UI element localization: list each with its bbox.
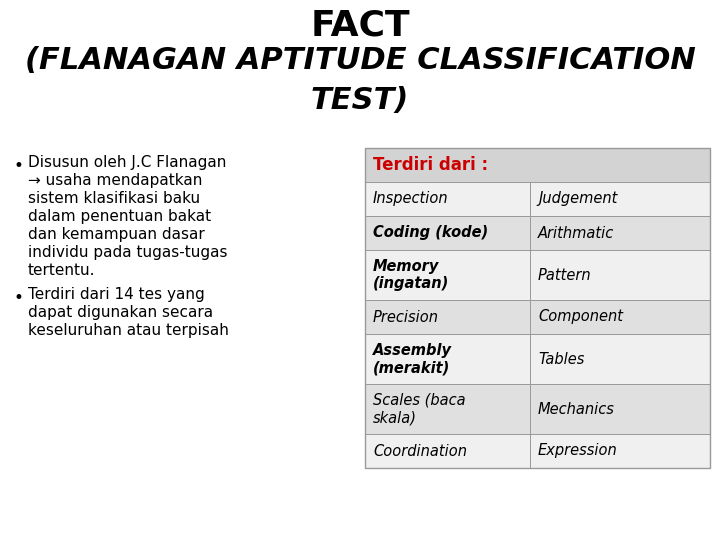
Text: dalam penentuan bakat: dalam penentuan bakat bbox=[28, 209, 211, 224]
Text: dapat digunakan secara: dapat digunakan secara bbox=[28, 305, 213, 320]
Text: Component: Component bbox=[538, 309, 623, 325]
FancyBboxPatch shape bbox=[365, 300, 710, 334]
Text: Assembly
(merakit): Assembly (merakit) bbox=[373, 343, 452, 375]
Text: → usaha mendapatkan: → usaha mendapatkan bbox=[28, 173, 202, 188]
Text: Inspection: Inspection bbox=[373, 192, 449, 206]
Text: Arithmatic: Arithmatic bbox=[538, 226, 614, 240]
Text: Pattern: Pattern bbox=[538, 267, 592, 282]
FancyBboxPatch shape bbox=[365, 148, 710, 182]
Text: Expression: Expression bbox=[538, 443, 618, 458]
Text: Precision: Precision bbox=[373, 309, 439, 325]
Text: (FLANAGAN APTITUDE CLASSIFICATION: (FLANAGAN APTITUDE CLASSIFICATION bbox=[24, 46, 696, 75]
Text: Terdiri dari 14 tes yang: Terdiri dari 14 tes yang bbox=[28, 287, 204, 302]
Text: Terdiri dari :: Terdiri dari : bbox=[373, 156, 488, 174]
Text: tertentu.: tertentu. bbox=[28, 263, 96, 278]
Text: Judgement: Judgement bbox=[538, 192, 617, 206]
Text: keseluruhan atau terpisah: keseluruhan atau terpisah bbox=[28, 323, 229, 338]
FancyBboxPatch shape bbox=[365, 216, 710, 250]
Text: TEST): TEST) bbox=[311, 86, 409, 115]
Text: Coordination: Coordination bbox=[373, 443, 467, 458]
Text: individu pada tugas-tugas: individu pada tugas-tugas bbox=[28, 245, 228, 260]
FancyBboxPatch shape bbox=[365, 334, 710, 384]
Text: Coding (kode): Coding (kode) bbox=[373, 226, 488, 240]
Text: sistem klasifikasi baku: sistem klasifikasi baku bbox=[28, 191, 200, 206]
Text: Mechanics: Mechanics bbox=[538, 402, 615, 416]
Text: •: • bbox=[14, 289, 24, 307]
Text: Memory
(ingatan): Memory (ingatan) bbox=[373, 259, 449, 291]
Text: Disusun oleh J.C Flanagan: Disusun oleh J.C Flanagan bbox=[28, 155, 226, 170]
FancyBboxPatch shape bbox=[365, 434, 710, 468]
Text: Tables: Tables bbox=[538, 352, 585, 367]
Text: dan kemampuan dasar: dan kemampuan dasar bbox=[28, 227, 204, 242]
Text: Scales (baca
skala): Scales (baca skala) bbox=[373, 393, 466, 425]
Text: FACT: FACT bbox=[310, 8, 410, 42]
FancyBboxPatch shape bbox=[365, 182, 710, 216]
Text: •: • bbox=[14, 157, 24, 175]
FancyBboxPatch shape bbox=[365, 250, 710, 300]
FancyBboxPatch shape bbox=[365, 384, 710, 434]
